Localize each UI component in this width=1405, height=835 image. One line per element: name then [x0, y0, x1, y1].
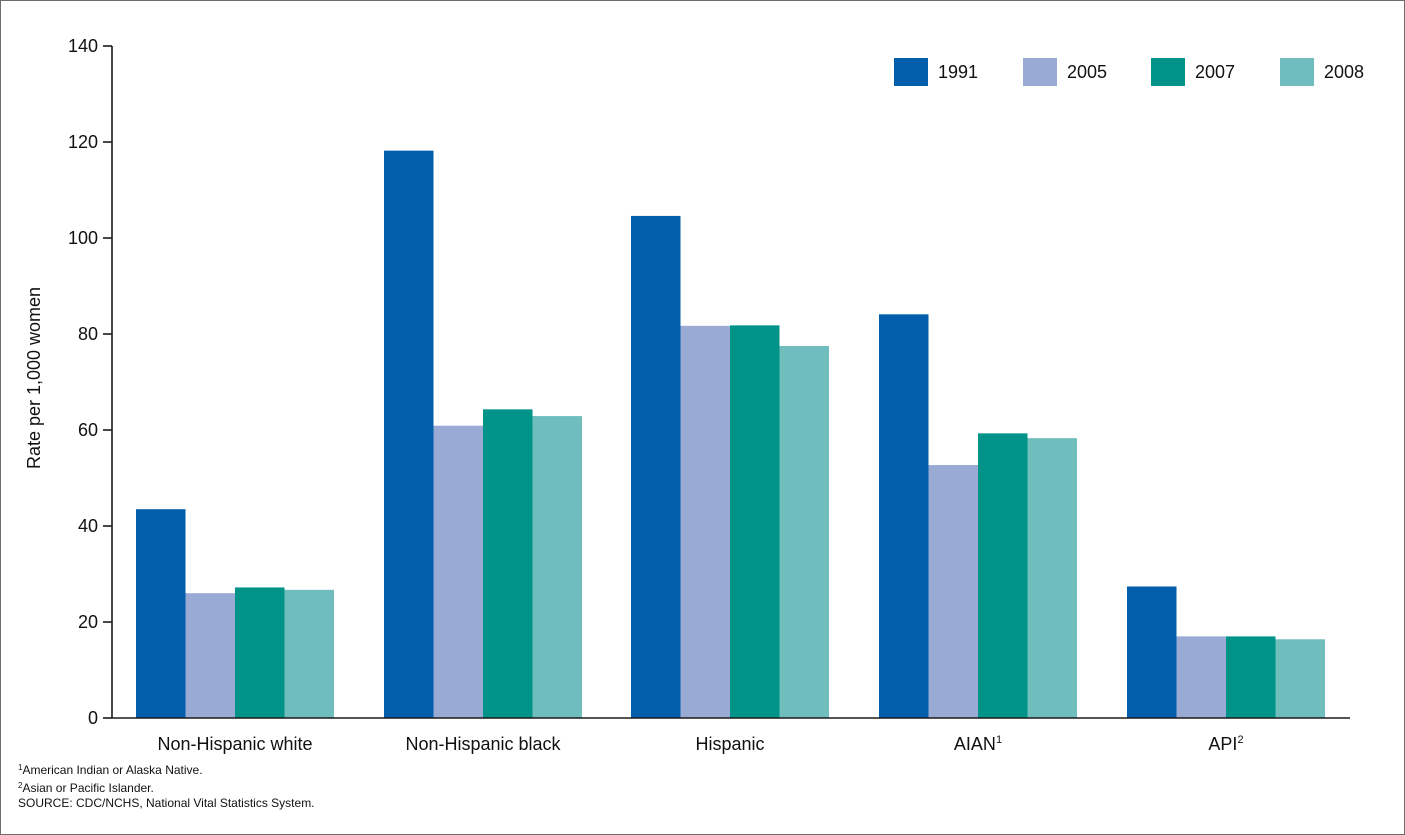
- bar-2007-2: [483, 409, 533, 718]
- bar-1991-2: [384, 150, 434, 718]
- axes-group: [111, 46, 1350, 719]
- category-label-3: Hispanic: [695, 734, 764, 754]
- source-text: SOURCE: CDC/NCHS, National Vital Statist…: [18, 796, 315, 810]
- y-tick-label-0: 0: [88, 708, 98, 728]
- footnote-2-text: Asian or Pacific Islander.: [22, 781, 154, 795]
- legend-label-1991: 1991: [938, 62, 978, 82]
- legend-label-2005: 2005: [1067, 62, 1107, 82]
- footnote-2-marker: 2: [18, 781, 23, 790]
- bar-2007-3: [730, 325, 780, 718]
- bar-2008-4: [1027, 438, 1077, 718]
- source-note: SOURCE: CDC/NCHS, National Vital Statist…: [18, 796, 315, 811]
- bars-group: [136, 150, 1325, 719]
- y-tick-label-40: 40: [78, 516, 98, 536]
- bar-1991-1: [136, 509, 186, 718]
- y-tick-label-140: 140: [68, 36, 98, 56]
- footnote-1-text: American Indian or Alaska Native.: [22, 763, 203, 777]
- legend-label-2008: 2008: [1324, 62, 1364, 82]
- footnotes: 1American Indian or Alaska Native. 2Asia…: [18, 760, 315, 811]
- legend-swatch-2008: [1280, 58, 1314, 86]
- category-labels-group: Non-Hispanic white Non-Hispanic black Hisp…: [157, 734, 1243, 754]
- y-tick-label-20: 20: [78, 612, 98, 632]
- legend-swatch-1991: [894, 58, 928, 86]
- category-label-5: API2: [1208, 734, 1243, 754]
- bar-2005-3: [680, 325, 730, 718]
- bar-1991-3: [631, 215, 681, 719]
- bar-2005-2: [433, 425, 483, 718]
- footnote-2: 2Asian or Pacific Islander.: [18, 778, 315, 796]
- bar-2005-5: [1176, 636, 1226, 718]
- y-tick-label-60: 60: [78, 420, 98, 440]
- bar-2007-1: [235, 587, 285, 718]
- y-axis-title: Rate per 1,000 women: [24, 287, 44, 469]
- bar-1991-4: [879, 314, 929, 718]
- category-label-4: AIAN1: [954, 734, 1002, 754]
- bar-2008-3: [779, 346, 829, 718]
- category-label-2: Non-Hispanic black: [405, 734, 561, 754]
- bar-2008-1: [284, 589, 334, 718]
- legend: 1991 2005 2007 2008: [894, 58, 1364, 86]
- y-ticks-group: 0 20 40 60 80 100 120 140: [68, 36, 112, 728]
- legend-label-2007: 2007: [1195, 62, 1235, 82]
- category-label-1: Non-Hispanic white: [157, 734, 312, 754]
- bar-2008-5: [1275, 639, 1325, 718]
- footnote-1: 1American Indian or Alaska Native.: [18, 760, 315, 778]
- bar-2005-4: [928, 465, 978, 718]
- bar-2008-2: [532, 416, 582, 718]
- bar-2005-1: [185, 593, 235, 718]
- footnote-1-marker: 1: [18, 763, 23, 772]
- legend-swatch-2007: [1151, 58, 1185, 86]
- y-tick-label-120: 120: [68, 132, 98, 152]
- y-tick-label-100: 100: [68, 228, 98, 248]
- y-tick-label-80: 80: [78, 324, 98, 344]
- bar-2007-5: [1226, 636, 1276, 718]
- bar-2007-4: [978, 433, 1028, 718]
- legend-swatch-2005: [1023, 58, 1057, 86]
- bar-1991-5: [1127, 586, 1177, 718]
